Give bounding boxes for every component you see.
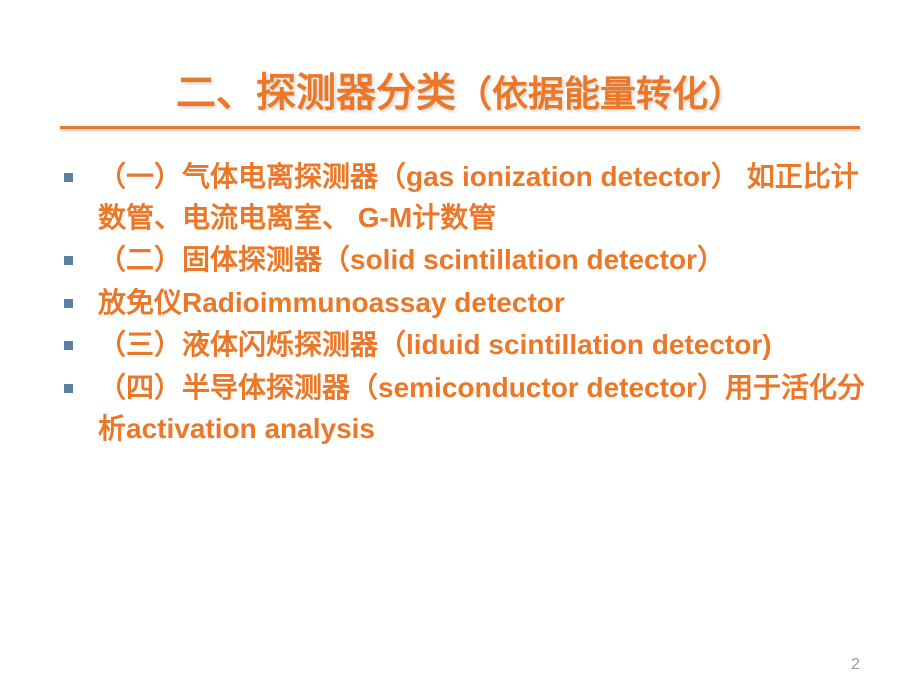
title-underline	[60, 126, 860, 129]
title-main: 二、探测器分类	[176, 71, 456, 115]
title-sub: （依据能量转化）	[456, 73, 744, 114]
list-item: （四）半导体探测器（semiconductor detector）用于活化分析a…	[56, 368, 870, 449]
title-wrap: 二、探测器分类（依据能量转化）	[50, 60, 870, 118]
bullet-list: （一）气体电离探测器（gas ionization detector） 如正比计…	[50, 157, 870, 449]
slide-container: 二、探测器分类（依据能量转化） （一）气体电离探测器（gas ionizatio…	[0, 0, 920, 690]
list-item: 放免仪Radioimmunoassay detector	[56, 283, 870, 324]
list-item: （三）液体闪烁探测器（liduid scintillation detector…	[56, 325, 870, 366]
page-number: 2	[851, 656, 860, 674]
slide-title: 二、探测器分类（依据能量转化）	[176, 60, 744, 118]
list-item: （二）固体探测器（solid scintillation detector）	[56, 240, 870, 281]
list-item: （一）气体电离探测器（gas ionization detector） 如正比计…	[56, 157, 870, 238]
